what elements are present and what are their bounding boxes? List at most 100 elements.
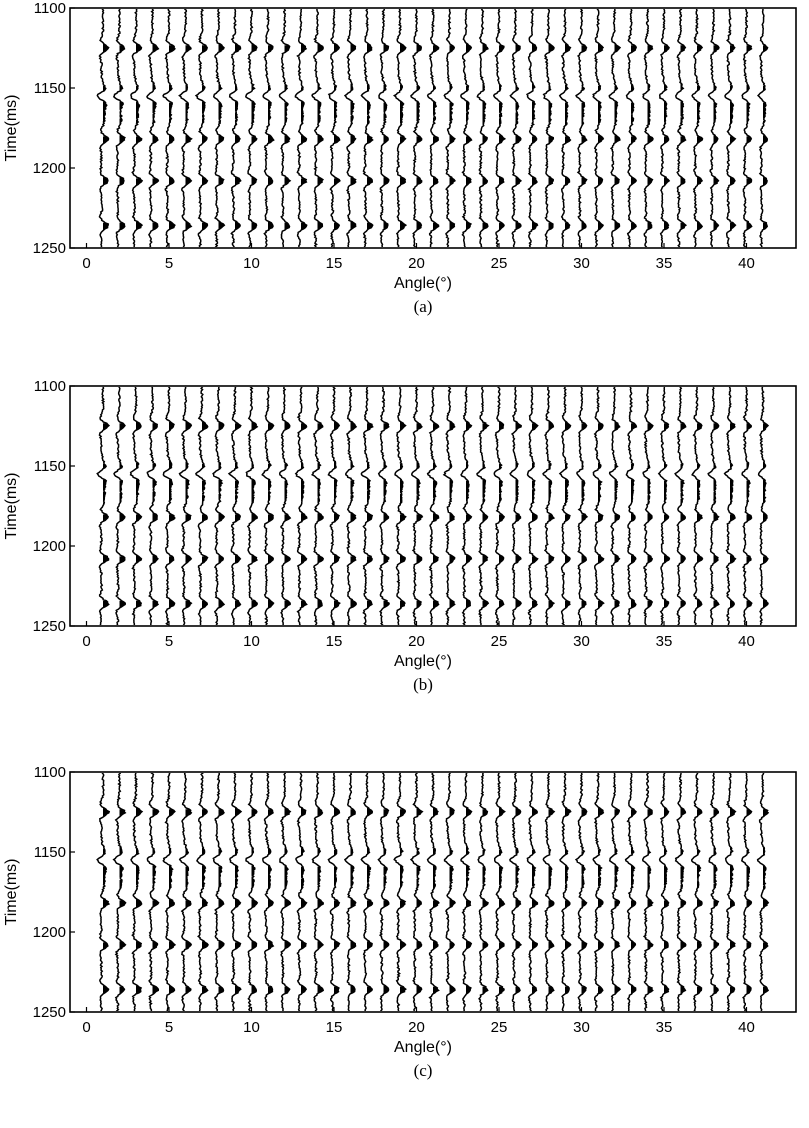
- trace-fill: [218, 44, 225, 230]
- trace-fill: [680, 45, 686, 231]
- trace-fill: [367, 423, 373, 608]
- trace-line: [741, 387, 753, 625]
- trace-line: [542, 9, 555, 247]
- trace-line: [493, 387, 506, 625]
- trace-fill: [334, 808, 340, 994]
- trace-fill: [730, 45, 736, 232]
- trace-line: [756, 773, 770, 1011]
- trace-fill: [119, 45, 125, 231]
- trace-fill: [136, 44, 143, 230]
- trace-line: [112, 9, 126, 247]
- trace-fill: [482, 44, 488, 230]
- traces-group: [96, 9, 769, 247]
- trace-line: [196, 773, 209, 1011]
- trace-line: [641, 773, 654, 1011]
- trace-line: [212, 387, 226, 625]
- y-tick-label: 1250: [33, 618, 66, 635]
- trace-line: [576, 387, 589, 625]
- trace-fill: [301, 808, 307, 994]
- trace-fill: [103, 44, 109, 230]
- trace-line: [360, 387, 374, 625]
- x-tick-label: 5: [165, 633, 173, 650]
- trace-line: [426, 773, 440, 1011]
- trace-line: [574, 773, 588, 1011]
- trace-line: [707, 9, 720, 247]
- trace-line: [723, 387, 737, 625]
- trace-line: [146, 773, 160, 1011]
- y-tick-label: 1100: [34, 378, 66, 395]
- trace-line: [558, 387, 572, 625]
- trace-fill: [202, 422, 208, 608]
- x-tick-label: 20: [408, 1019, 425, 1036]
- trace-line: [691, 9, 704, 247]
- trace-line: [146, 387, 160, 625]
- trace-fill: [235, 423, 241, 610]
- trace-line: [245, 773, 259, 1011]
- x-tick-label: 20: [408, 255, 425, 272]
- trace-fill: [334, 422, 340, 608]
- trace-fill: [449, 422, 455, 608]
- trace-fill: [730, 808, 736, 994]
- x-tick-label: 0: [82, 633, 90, 650]
- trace-fill: [482, 423, 489, 608]
- trace-fill: [664, 45, 670, 231]
- trace-fill: [598, 808, 604, 994]
- trace-line: [740, 773, 753, 1011]
- trace-line: [411, 387, 424, 625]
- chart-panel-c: 1100 1150 1200 1250 0 5 10 15 20 25 30 35 40 Angle(°)…: [3, 764, 797, 1080]
- trace-line: [675, 9, 688, 247]
- chart-panel-b: 1100 1150 1200 1250 0 5 10 15 20 25 30 35 40 Angle(°)…: [3, 378, 797, 694]
- trace-line: [492, 9, 507, 247]
- trace-fill: [532, 808, 538, 994]
- trace-line: [162, 387, 176, 625]
- x-tick-label: 30: [573, 255, 590, 272]
- trace-line: [227, 387, 242, 625]
- x-axis-label: Angle(°): [394, 1039, 452, 1056]
- x-tick-label: 0: [82, 1019, 90, 1036]
- trace-line: [708, 773, 720, 1011]
- trace-fill: [631, 423, 637, 608]
- y-tick-label: 1250: [33, 1004, 66, 1021]
- trace-line: [194, 9, 209, 247]
- trace-line: [642, 387, 654, 625]
- trace-line: [262, 773, 275, 1011]
- trace-fill: [449, 45, 455, 231]
- trace-line: [642, 9, 654, 247]
- trace-fill: [614, 809, 621, 994]
- trace-line: [558, 9, 572, 247]
- trace-fill: [680, 423, 686, 608]
- trace-fill: [350, 422, 357, 608]
- trace-fill: [202, 809, 209, 994]
- trace-fill: [218, 422, 225, 608]
- x-tick-label: 20: [408, 633, 425, 650]
- trace-fill: [301, 423, 307, 608]
- trace-line: [741, 9, 753, 247]
- trace-fill: [152, 44, 159, 230]
- x-tick-label: 30: [573, 1019, 590, 1036]
- trace-fill: [581, 423, 587, 608]
- trace-fill: [515, 808, 521, 994]
- trace-line: [443, 9, 456, 247]
- trace-fill: [284, 808, 291, 994]
- trace-line: [244, 9, 258, 247]
- y-tick-label: 1200: [33, 160, 66, 177]
- trace-fill: [482, 809, 489, 994]
- trace-fill: [268, 45, 274, 231]
- trace-fill: [350, 44, 356, 230]
- y-axis-label: Time(ms): [3, 473, 20, 540]
- trace-fill: [416, 44, 422, 230]
- trace-line: [442, 387, 456, 625]
- trace-fill: [367, 808, 373, 994]
- trace-fill: [185, 45, 192, 231]
- trace-fill: [548, 422, 554, 610]
- trace-line: [691, 387, 704, 625]
- trace-fill: [680, 808, 686, 996]
- trace-fill: [433, 423, 439, 610]
- trace-fill: [317, 808, 324, 994]
- trace-fill: [565, 44, 571, 230]
- trace-fill: [185, 809, 192, 994]
- traces-group: [96, 387, 770, 625]
- trace-fill: [581, 809, 587, 996]
- y-tick-label: 1150: [34, 80, 66, 97]
- trace-line: [377, 387, 390, 625]
